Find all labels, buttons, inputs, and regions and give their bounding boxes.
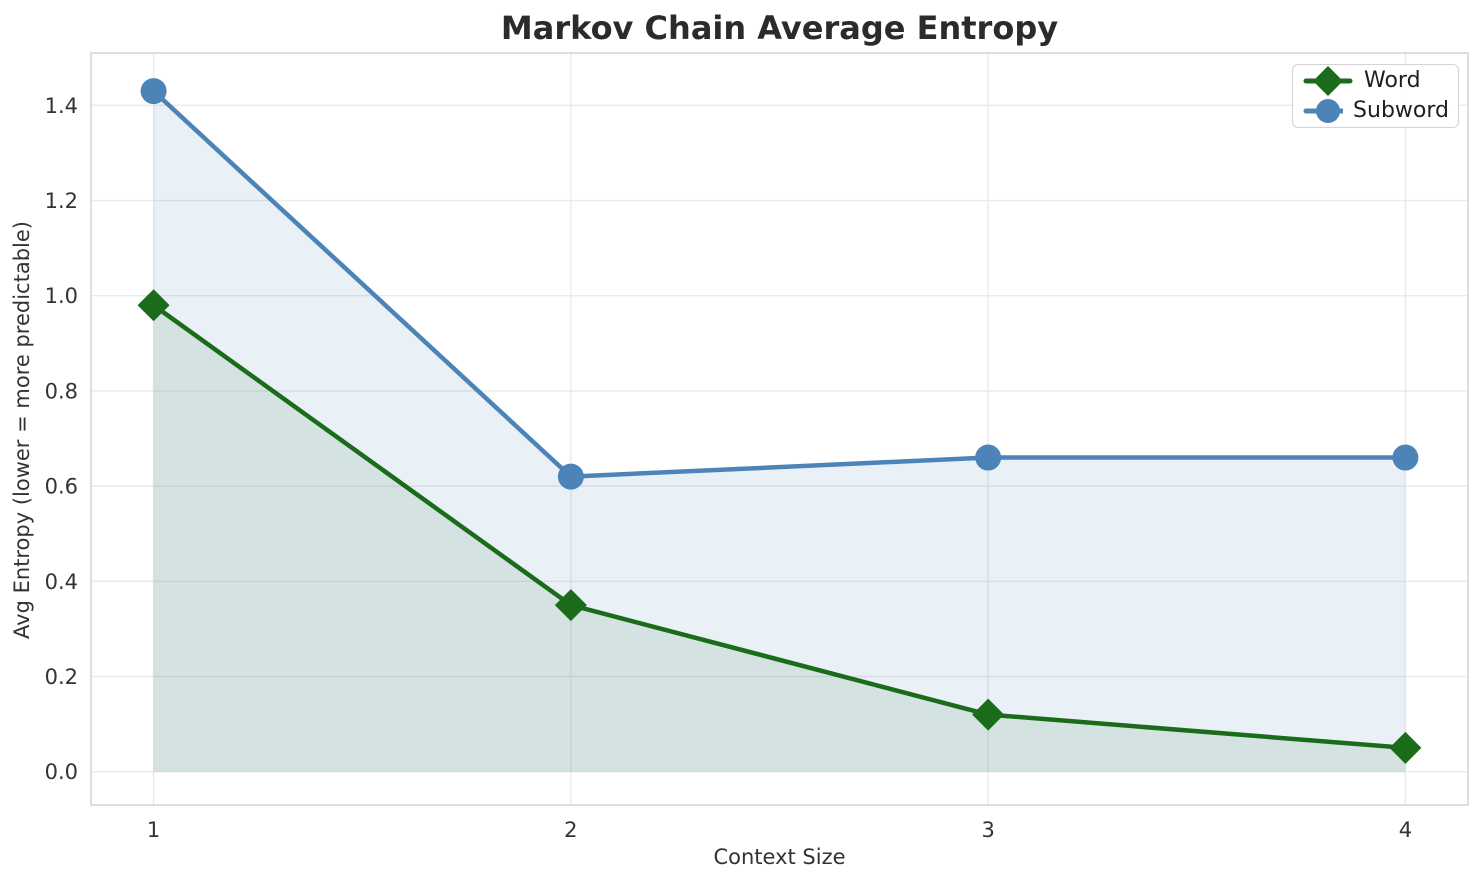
x-tick-label: 2: [564, 818, 577, 842]
x-axis-label: Context Size: [713, 845, 846, 869]
y-tick-label: 1.4: [45, 94, 78, 118]
legend: Word Subword: [1292, 64, 1459, 128]
diamond-marker-icon: [1303, 66, 1353, 96]
circle-marker-icon: [1303, 99, 1344, 123]
subword-line: [151, 88, 1408, 479]
legend-item-word: Word: [1302, 66, 1449, 96]
y-axis-label: Avg Entropy (lower = more predictable): [10, 221, 34, 639]
word-line: [151, 303, 1408, 751]
y-tick-label: 1.2: [45, 189, 78, 213]
legend-label: Word: [1364, 68, 1421, 93]
subword-point: [557, 463, 584, 490]
y-tick-label: 0.4: [45, 570, 78, 594]
x-tick-label: 3: [981, 818, 994, 842]
word-area: [153, 305, 1406, 772]
subword-area: [153, 91, 1406, 772]
subword-point: [1392, 444, 1419, 471]
x-tick-label: 1: [147, 818, 160, 842]
subword-point: [975, 444, 1002, 471]
y-tick-label: 0.0: [45, 760, 78, 784]
y-tick-label: 1.0: [45, 284, 78, 308]
y-tick-label: 0.6: [45, 475, 78, 499]
plot-border: [90, 52, 1469, 806]
legend-label: Subword: [1353, 98, 1449, 123]
chart-title: Markov Chain Average Entropy: [500, 9, 1059, 47]
word-point: [1389, 731, 1422, 764]
y-tick-label: 0.2: [45, 665, 78, 689]
word-point: [972, 698, 1005, 731]
word-point: [554, 589, 587, 622]
x-tick-label: 4: [1399, 818, 1412, 842]
legend-item-subword: Subword: [1302, 96, 1449, 126]
word-point: [137, 289, 170, 322]
subword-point: [140, 78, 167, 105]
y-tick-label: 0.8: [45, 379, 78, 403]
